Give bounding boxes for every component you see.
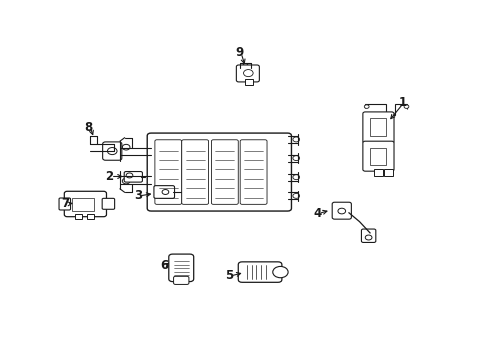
Bar (72, 198, 93, 211)
FancyBboxPatch shape (155, 140, 182, 204)
Circle shape (243, 69, 253, 77)
Text: 4: 4 (313, 207, 321, 220)
FancyBboxPatch shape (154, 186, 174, 198)
Circle shape (126, 173, 133, 178)
FancyBboxPatch shape (102, 142, 122, 160)
FancyBboxPatch shape (331, 202, 351, 219)
Text: 8: 8 (84, 121, 93, 134)
FancyBboxPatch shape (362, 112, 393, 143)
FancyBboxPatch shape (147, 133, 291, 211)
Text: 5: 5 (224, 270, 233, 283)
FancyBboxPatch shape (236, 65, 259, 82)
Text: 3: 3 (134, 189, 142, 202)
Circle shape (292, 193, 299, 198)
Circle shape (122, 178, 130, 184)
FancyBboxPatch shape (173, 276, 188, 284)
Circle shape (243, 64, 247, 67)
Bar (369, 118, 386, 136)
Bar (87, 214, 94, 219)
FancyBboxPatch shape (362, 141, 393, 171)
Circle shape (365, 235, 371, 240)
Bar (245, 79, 252, 85)
Circle shape (292, 137, 299, 142)
FancyBboxPatch shape (361, 229, 375, 242)
Circle shape (364, 105, 368, 108)
Circle shape (272, 266, 287, 278)
Text: 9: 9 (235, 46, 244, 59)
Text: 1: 1 (398, 96, 406, 109)
Circle shape (107, 148, 117, 154)
Bar (373, 169, 382, 176)
Bar (384, 169, 392, 176)
FancyBboxPatch shape (238, 262, 281, 282)
Circle shape (292, 175, 299, 180)
Circle shape (292, 156, 299, 161)
FancyBboxPatch shape (124, 171, 142, 182)
FancyBboxPatch shape (240, 140, 266, 204)
Circle shape (403, 105, 408, 108)
FancyBboxPatch shape (59, 198, 70, 210)
Text: 2: 2 (105, 170, 113, 183)
FancyBboxPatch shape (64, 191, 106, 217)
Bar (369, 148, 386, 165)
Text: 6: 6 (160, 259, 168, 272)
FancyBboxPatch shape (168, 254, 193, 282)
Circle shape (122, 144, 130, 150)
Circle shape (162, 189, 168, 194)
Circle shape (337, 208, 345, 214)
FancyBboxPatch shape (211, 140, 238, 204)
Text: 7: 7 (61, 198, 69, 211)
FancyBboxPatch shape (102, 198, 114, 209)
Bar (75, 214, 81, 219)
FancyBboxPatch shape (182, 140, 208, 204)
